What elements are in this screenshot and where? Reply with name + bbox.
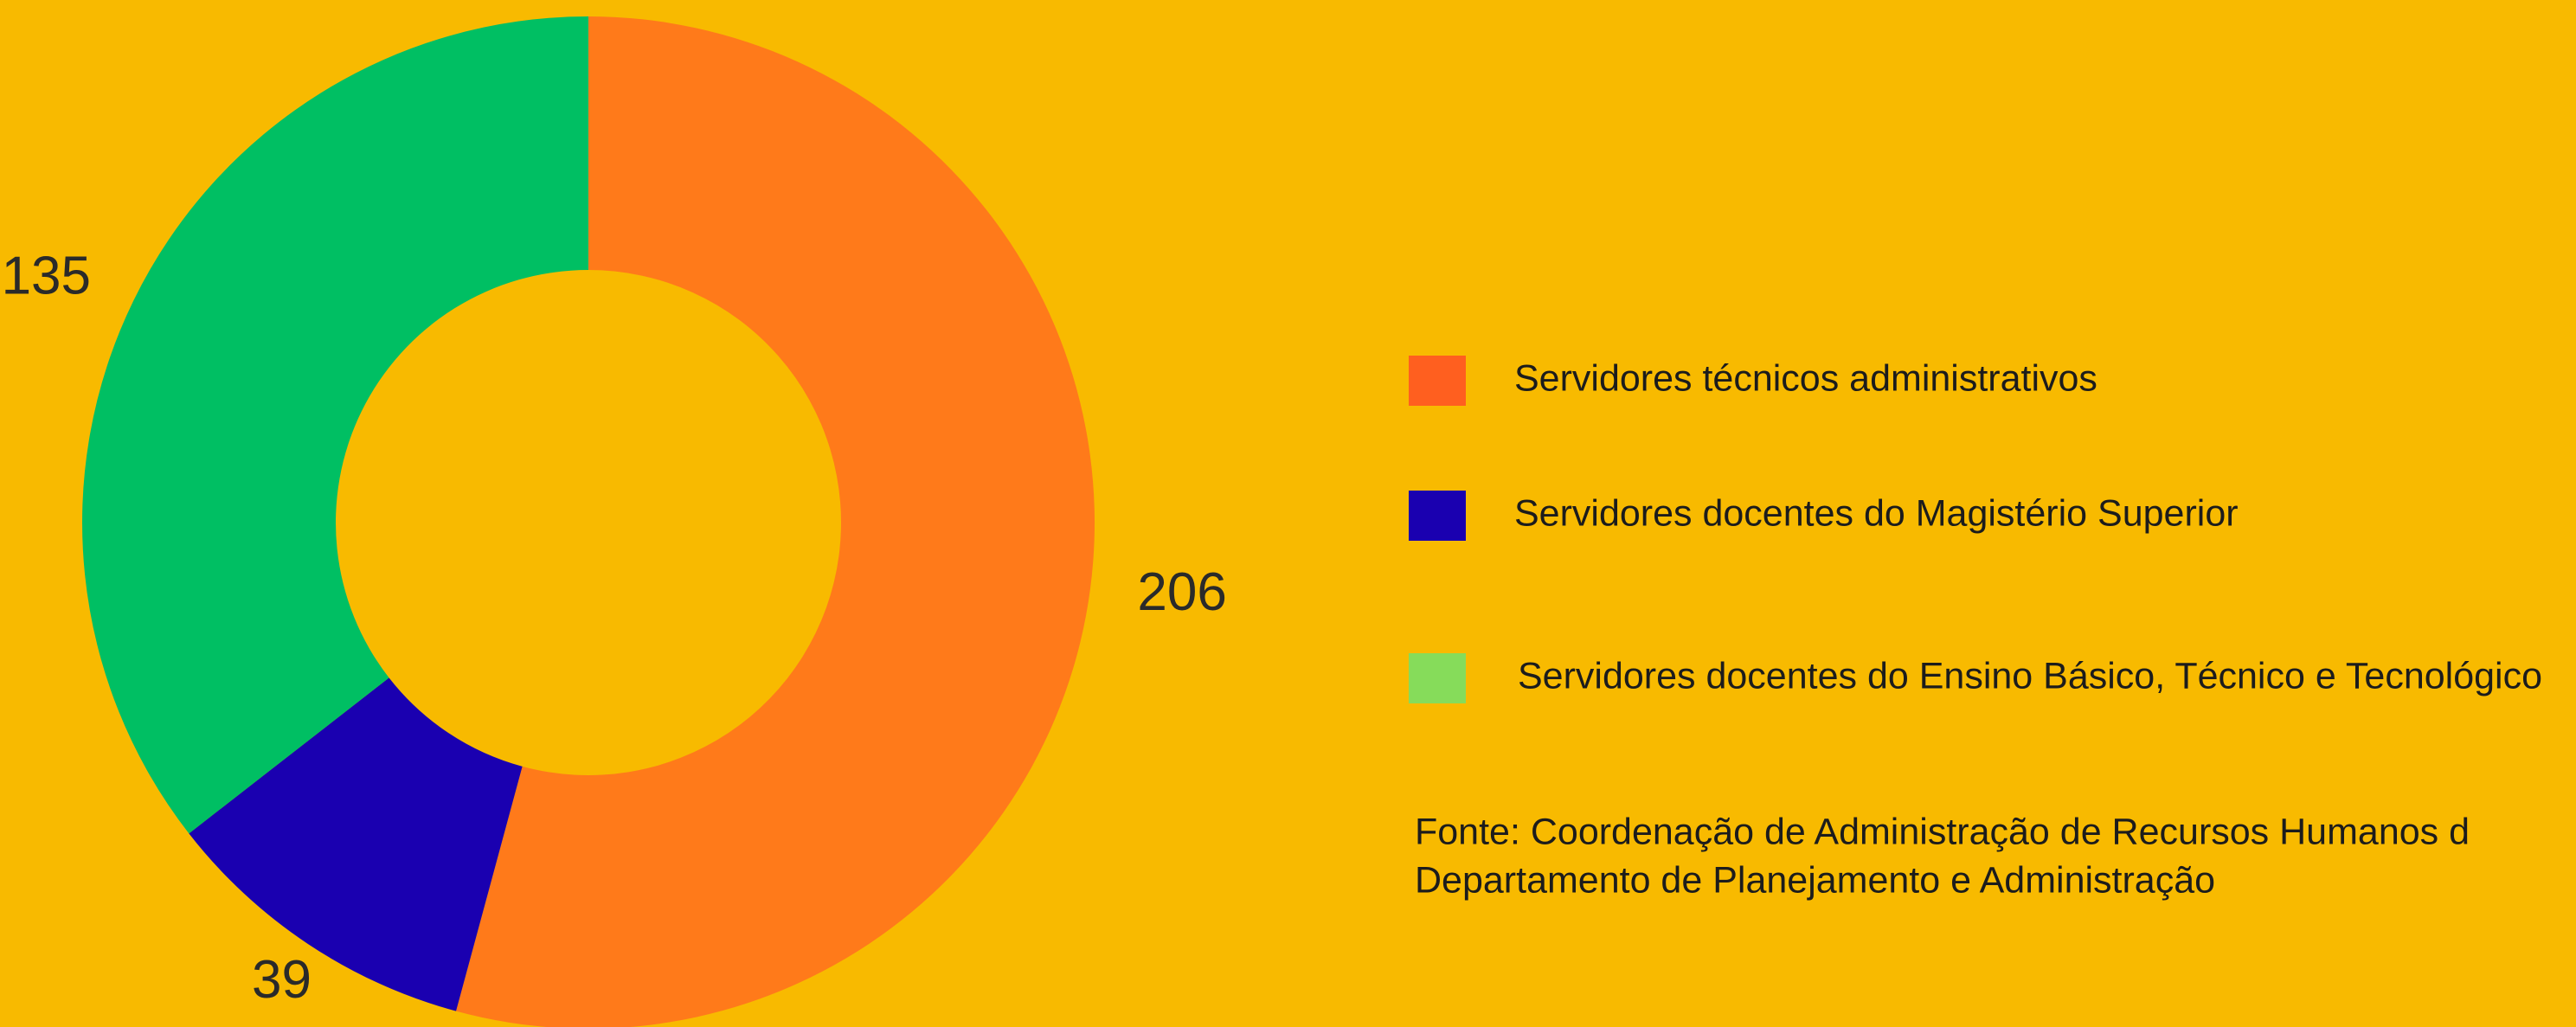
legend-label: Servidores técnicos administrativos — [1514, 357, 2097, 399]
donut-slice — [189, 677, 523, 1011]
legend-label: Servidores docentes do Ensino Básico, Té… — [1518, 655, 2542, 696]
source-note: Departamento de Planejamento e Administr… — [1415, 859, 2215, 901]
legend-label: Servidores docentes do Magistério Superi… — [1514, 492, 2239, 534]
data-label: 39 — [252, 950, 312, 1010]
legend-swatch — [1409, 356, 1466, 406]
source-note: Fonte: Coordenação de Administração de R… — [1415, 811, 2470, 852]
donut-slice — [81, 16, 588, 834]
data-label: 135 — [2, 246, 91, 305]
legend-swatch — [1409, 653, 1466, 703]
legend-swatch — [1409, 491, 1466, 541]
donut-slice — [456, 16, 1095, 1027]
data-label: 206 — [1137, 562, 1226, 622]
